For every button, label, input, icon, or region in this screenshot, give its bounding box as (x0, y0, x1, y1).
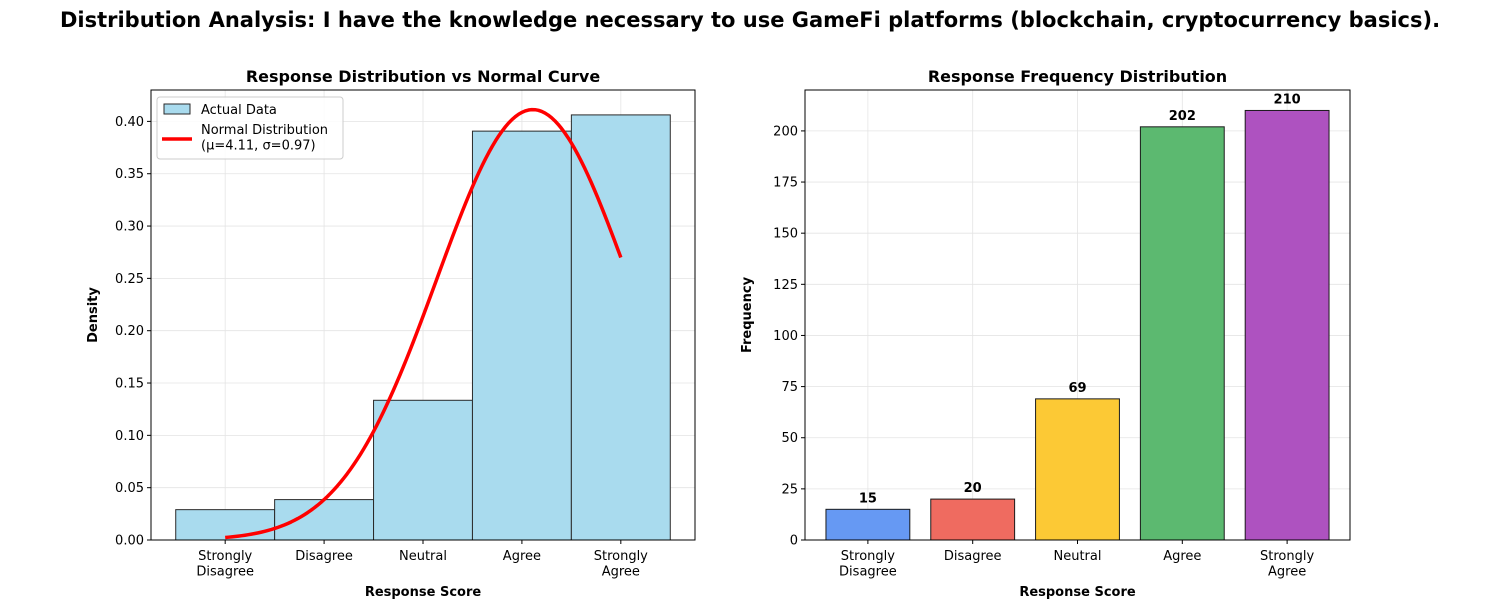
x-tick-label: Strongly Agree (594, 549, 648, 580)
axes-frame (150, 89, 696, 541)
y-axis-label: Density (86, 287, 101, 343)
y-tick-label: 50 (781, 431, 798, 446)
x-tick-label: Strongly Disagree (196, 549, 254, 580)
frequency-bar-neutral (1035, 398, 1120, 541)
y-tick-label: 0.35 (115, 167, 144, 182)
x-tick-label: Disagree (295, 549, 353, 564)
y-tick-label: 200 (773, 124, 798, 139)
legend-box (156, 96, 344, 160)
y-tick-label: 75 (781, 380, 798, 395)
histogram-bar-disagree (274, 499, 375, 541)
y-tick-label: 0.40 (115, 115, 144, 130)
y-tick-label: 125 (773, 278, 798, 293)
histogram-bar-strongly-disagree (175, 509, 276, 541)
histogram-bar-agree (471, 130, 572, 541)
y-tick-label: 25 (781, 482, 798, 497)
x-tick-label: Agree (503, 549, 541, 564)
chart-title: Response Frequency Distribution (928, 67, 1227, 86)
chart-title: Response Distribution vs Normal Curve (246, 67, 600, 86)
y-axis-label: Frequency (740, 276, 755, 353)
bar-value-label: 202 (1169, 109, 1196, 124)
y-tick-label: 100 (773, 329, 798, 344)
x-axis-label: Response Score (1019, 585, 1136, 600)
x-tick-label: Neutral (1054, 549, 1102, 564)
x-tick-label: Neutral (399, 549, 447, 564)
x-axis-label: Response Score (365, 585, 482, 600)
frequency-bar-agree (1139, 126, 1225, 541)
y-tick-label: 175 (773, 176, 798, 191)
y-tick-label: 0.15 (115, 377, 144, 392)
normal-curve-line (225, 107, 623, 540)
histogram-bar-neutral (373, 399, 473, 541)
bar-value-label: 15 (859, 491, 877, 506)
axes-frame (804, 89, 1351, 541)
x-tick-label: Strongly Disagree (839, 549, 897, 580)
x-tick-label: Strongly Agree (1260, 549, 1314, 580)
figure-title: Distribution Analysis: I have the knowle… (59, 8, 1441, 32)
y-tick-label: 0.30 (115, 220, 144, 235)
frequency-bar-disagree (930, 498, 1016, 541)
x-tick-label: Agree (1163, 549, 1201, 564)
y-tick-label: 0.05 (115, 481, 144, 496)
y-tick-label: 0 (790, 534, 798, 549)
bar-value-label: 210 (1274, 92, 1301, 107)
legend-label-actual-data: Actual Data (201, 103, 277, 118)
bar-value-label: 20 (964, 481, 982, 496)
histogram-bar-strongly-agree (570, 114, 671, 541)
y-tick-label: 0.10 (115, 429, 144, 444)
x-tick-label: Disagree (944, 549, 1002, 564)
y-tick-label: 0.20 (115, 324, 144, 339)
y-tick-label: 0.00 (115, 534, 144, 549)
legend-swatch-actual-data (163, 103, 191, 115)
bar-value-label: 69 (1068, 381, 1086, 396)
frequency-bar-strongly-disagree (825, 508, 911, 541)
y-tick-label: 150 (773, 227, 798, 242)
y-tick-label: 0.25 (115, 272, 144, 287)
legend-label-normal: Normal Distribution (μ=4.11, σ=0.97) (201, 123, 328, 154)
frequency-bar-strongly-agree (1244, 109, 1330, 541)
